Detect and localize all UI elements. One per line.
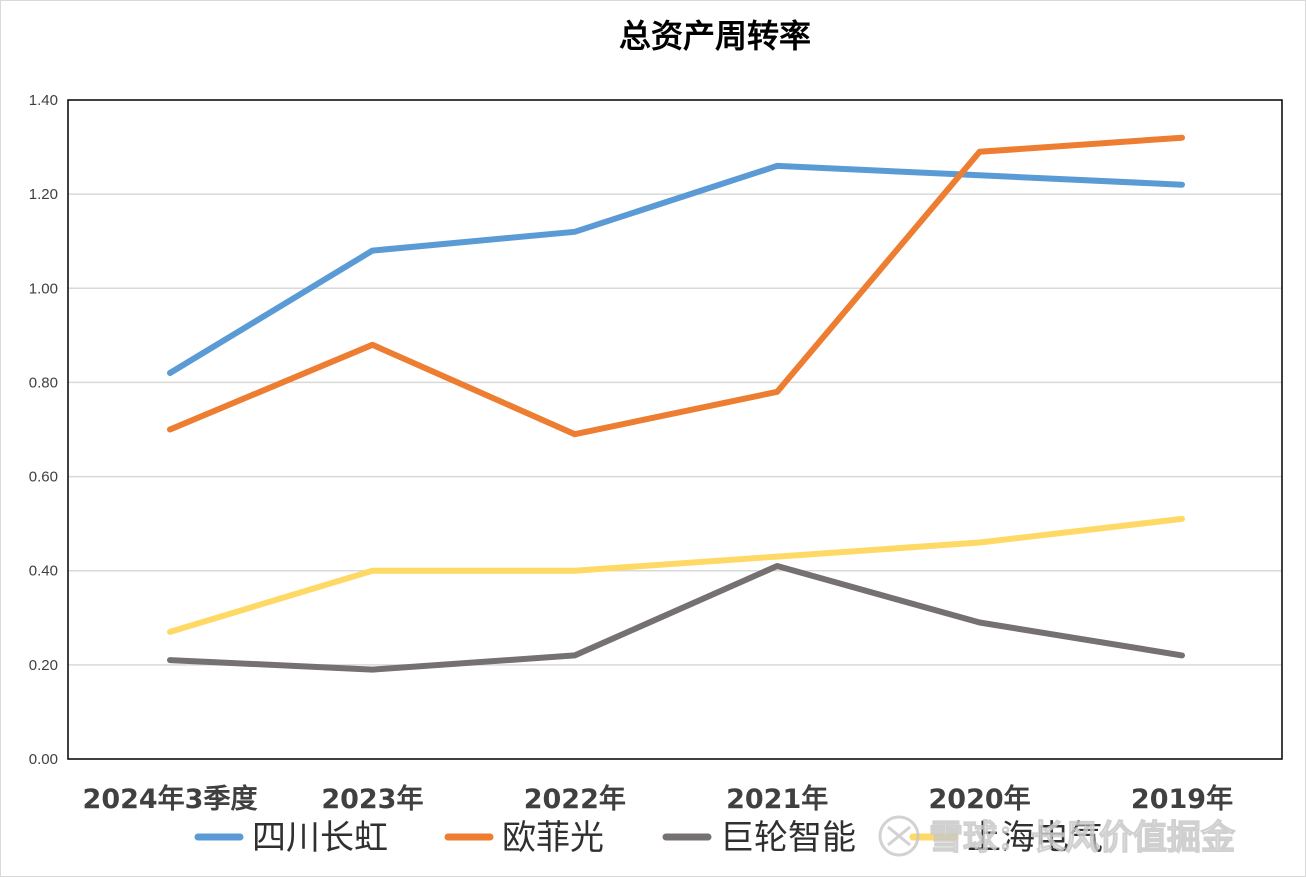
y-tick-label: 1.00 [29, 280, 58, 297]
watermark: 雪球：长风价值掘金 [878, 815, 1237, 859]
legend-label-4: 上海电气 [967, 818, 1103, 858]
x-tick-label: 2022年 [524, 783, 626, 815]
snowball-logo-icon [878, 815, 920, 857]
grid-layer [68, 193, 1282, 666]
y-tick-label: 0.00 [29, 751, 58, 768]
y-axis-tick-labels: 0.00 0.20 0.40 0.60 0.80 1.00 1.20 1.40 [29, 92, 58, 768]
series-line-1 [167, 162, 1185, 376]
legend-label-3: 巨轮智能 [720, 818, 856, 858]
series-layer [167, 134, 1185, 673]
x-tick-label: 2024年3季度 [83, 783, 258, 815]
x-axis-tick-labels: 2024年3季度 2023年 2022年 2021年 2020年 2019年 [83, 783, 1234, 815]
series-line-4 [167, 515, 1185, 635]
y-tick-label: 0.60 [29, 469, 58, 486]
chart-title: 总资产周转率 [619, 17, 811, 55]
plot-area-border [67, 99, 1283, 760]
x-tick-label: 2023年 [321, 783, 423, 815]
legend-label-1: 四川长虹 [252, 818, 388, 858]
watermark-text: 雪球：长风价值掘金 [929, 818, 1236, 858]
y-tick-label: 1.40 [29, 92, 58, 109]
series-line-3 [167, 563, 1185, 673]
legend-label-2: 欧菲光 [502, 818, 604, 858]
series-line-2 [167, 134, 1185, 438]
y-tick-label: 1.20 [29, 186, 58, 203]
legend: 四川长虹 欧菲光 巨轮智能 上海电气 [194, 818, 1103, 858]
y-tick-label: 0.80 [29, 374, 58, 391]
x-tick-label: 2021年 [726, 783, 828, 815]
y-tick-label: 0.20 [29, 657, 58, 674]
x-tick-label: 2020年 [929, 783, 1031, 815]
y-tick-label: 0.40 [29, 563, 58, 580]
x-tick-label: 2019年 [1131, 783, 1233, 815]
